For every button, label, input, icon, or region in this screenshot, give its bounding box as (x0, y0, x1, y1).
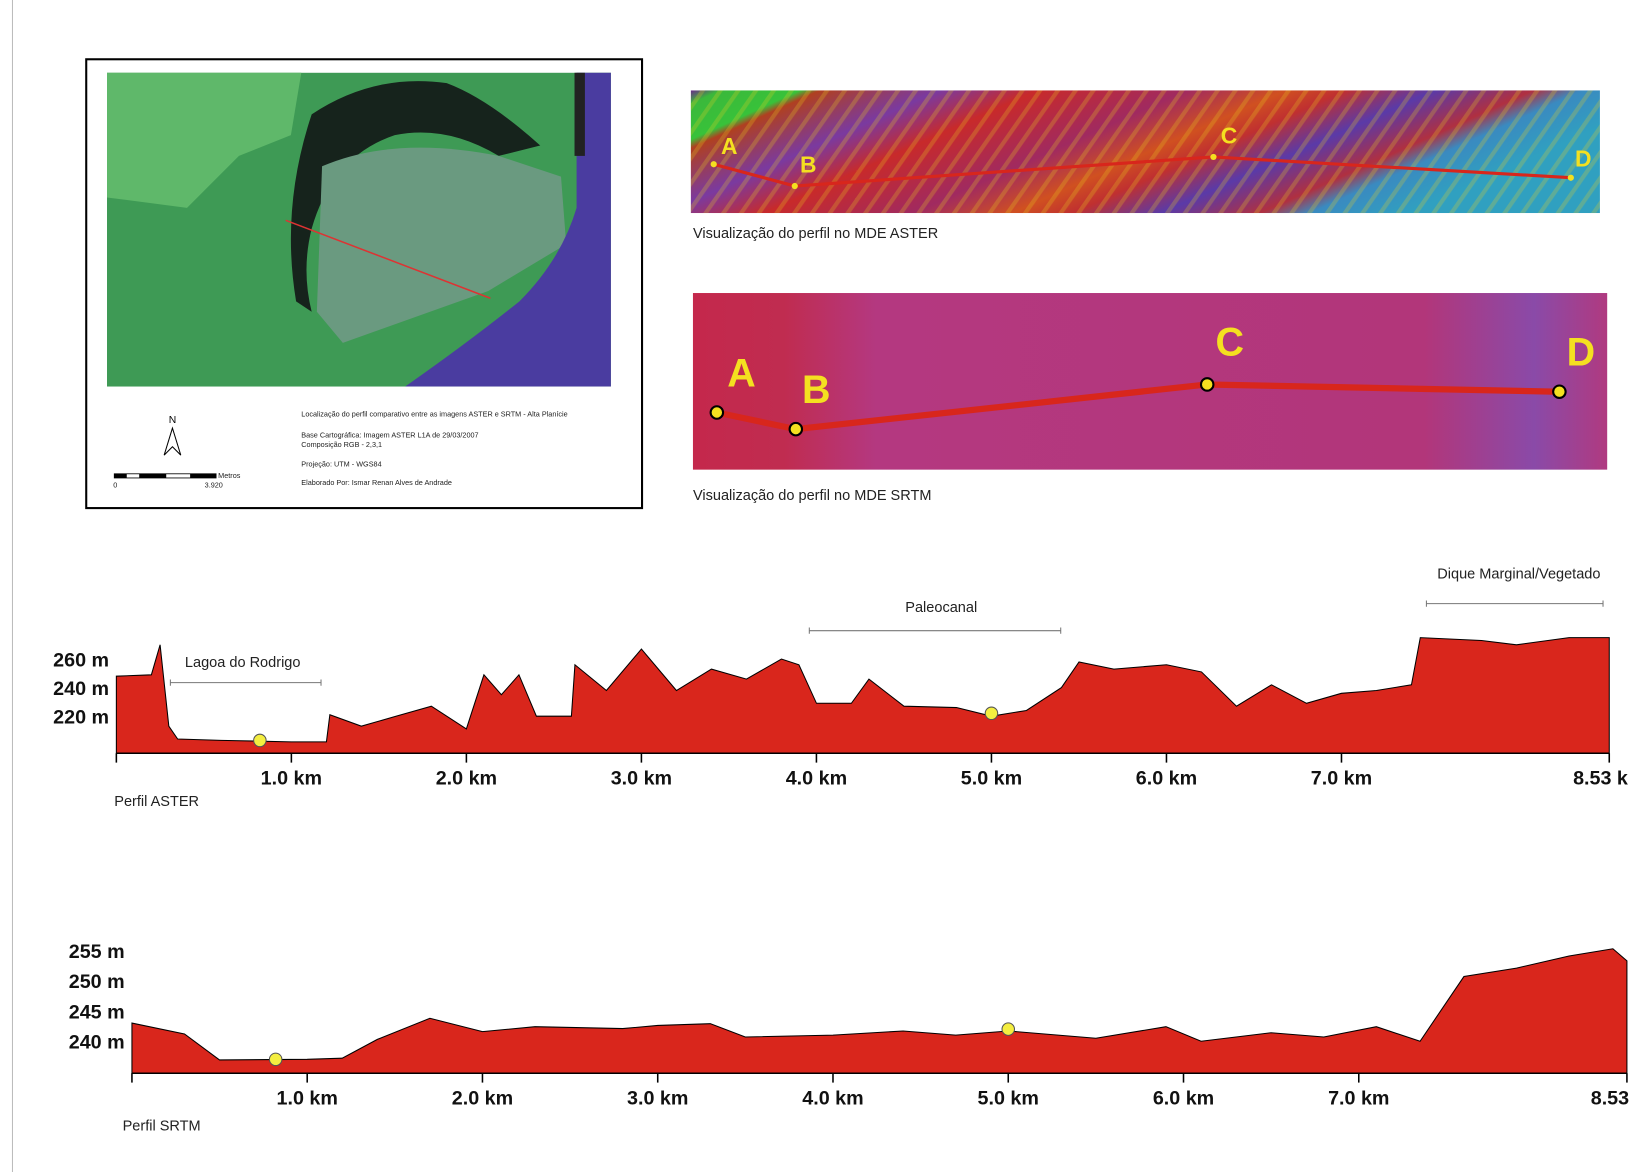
x-tick-label: 2.0 km (436, 767, 497, 789)
figure: Localização do perfil comparativo entre … (0, 0, 1629, 1172)
x-tick-label: 3.0 km (611, 767, 672, 789)
profile-point (790, 423, 802, 435)
map-panel: Localização do perfil comparativo entre … (86, 59, 642, 508)
x-tick-label: 4.0 km (786, 767, 847, 789)
y-tick-label: 240 m (53, 678, 109, 700)
panel-caption: Visualização do perfil no MDE ASTER (693, 226, 938, 242)
point-label: D (1567, 331, 1596, 375)
scale-seg (139, 474, 166, 478)
chart-title: Perfil ASTER (114, 794, 199, 810)
y-tick-label: 255 m (69, 941, 125, 963)
scale-end: 3.920 (205, 480, 223, 489)
x-tick-label: 1.0 km (277, 1087, 338, 1109)
map-caption: Composição RGB - 2,3,1 (301, 440, 382, 449)
y-tick-label: 220 m (53, 706, 109, 728)
x-tick-label: 5.0 km (978, 1087, 1039, 1109)
x-tick-label: 3.0 km (627, 1087, 688, 1109)
point-label: B (800, 152, 817, 178)
profile-point (1201, 378, 1213, 390)
x-tick-label: 6.0 km (1153, 1087, 1214, 1109)
x-tick-label: 7.0 km (1311, 767, 1372, 789)
profile-marker (985, 707, 997, 719)
map-caption: Projeção: UTM - WGS84 (301, 460, 381, 469)
profile-marker (1002, 1023, 1014, 1035)
x-tick-label: 4.0 km (802, 1087, 863, 1109)
profile-point (1553, 385, 1565, 397)
scale-unit: Metros (218, 471, 241, 480)
map-caption: Elaborado Por: Ismar Renan Alves de Andr… (301, 478, 452, 487)
scale-seg (114, 474, 126, 478)
north-label: N (169, 415, 176, 426)
map-caption: Localização do perfil comparativo entre … (301, 410, 567, 419)
x-tick-label: 2.0 km (452, 1087, 513, 1109)
profile-point (1568, 175, 1574, 181)
panel-caption: Visualização do perfil no MDE SRTM (693, 488, 932, 504)
x-tick-label: 8.53 km (1591, 1087, 1629, 1109)
chart-title: Perfil SRTM (123, 1118, 201, 1134)
map-caption: Base Cartográfica: Imagem ASTER L1A de 2… (301, 430, 478, 439)
point-label: D (1575, 145, 1591, 171)
y-tick-label: 240 m (69, 1031, 125, 1053)
x-tick-label: 6.0 km (1136, 767, 1197, 789)
annotation: Lagoa do Rodrigo (185, 655, 301, 671)
profile-point (792, 183, 798, 189)
point-label: B (802, 368, 831, 412)
x-tick-label: 7.0 km (1328, 1087, 1389, 1109)
scale-start: 0 (113, 480, 117, 489)
scale-seg (190, 474, 216, 478)
y-tick-label: 250 m (69, 971, 125, 993)
annotation: Dique Marginal/Vegetado (1437, 567, 1600, 583)
margin (575, 73, 585, 156)
point-label: A (721, 133, 738, 159)
y-tick-label: 260 m (53, 649, 109, 671)
profile-marker (269, 1053, 281, 1065)
y-tick-label: 245 m (69, 1001, 125, 1023)
profile-marker (254, 734, 266, 746)
x-tick-label: 1.0 km (261, 767, 322, 789)
point-label: C (1221, 122, 1238, 148)
x-tick-label: 8.53 km (1573, 767, 1629, 789)
point-label: C (1216, 320, 1245, 364)
profile-point (1210, 154, 1216, 160)
profile-point (711, 161, 717, 167)
profile-point (711, 406, 723, 418)
x-tick-label: 5.0 km (961, 767, 1022, 789)
annotation: Paleocanal (905, 600, 977, 616)
dem-texture (691, 90, 1600, 213)
point-label: A (727, 352, 756, 396)
